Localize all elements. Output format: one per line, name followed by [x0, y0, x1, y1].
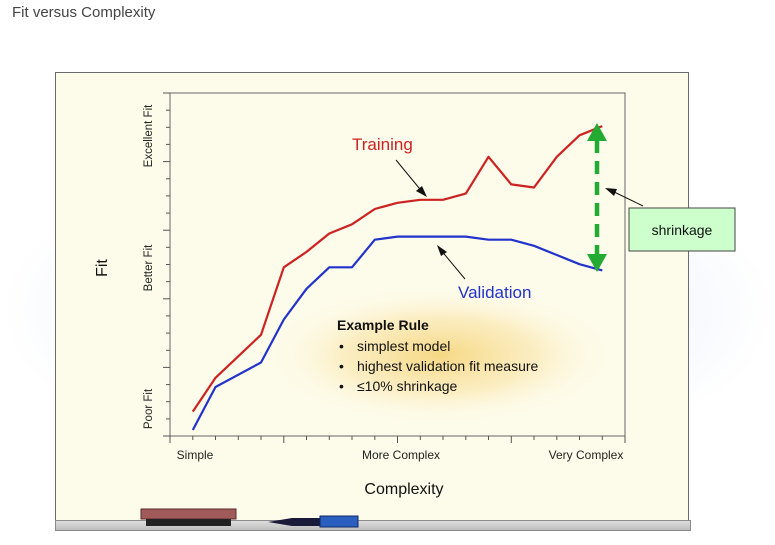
series-label-training: Training — [352, 135, 413, 154]
series-line-validation — [191, 235, 603, 431]
marker-cap — [319, 515, 359, 528]
training-pointer-arrowhead — [416, 186, 427, 197]
page-title: Fit versus Complexity — [12, 4, 156, 21]
example-rule-item: ≤10% shrinkage — [357, 378, 458, 394]
validation-pointer-line — [439, 248, 466, 280]
whiteboard-tray — [55, 520, 691, 531]
series-label-validation: Validation — [458, 283, 531, 302]
x-axis-title: Complexity — [364, 481, 443, 498]
shrinkage-arrowhead-bottom — [587, 254, 607, 272]
y-band-label-excellent: Excellent Fit — [143, 104, 155, 167]
example-rule-bullet: • — [339, 378, 344, 394]
shrinkage-callout-label: shrinkage — [652, 222, 713, 238]
shrinkage-pointer-line — [609, 189, 644, 207]
example-rule-bullet: • — [339, 338, 344, 354]
y-axis-title: Fit — [94, 259, 111, 277]
x-axis-ticks — [169, 436, 626, 443]
example-rule-glow — [268, 287, 612, 423]
y-axis-ticks — [163, 92, 170, 437]
shrinkage-pointer-arrowhead — [605, 188, 617, 196]
eraser-icon — [140, 508, 237, 520]
shrinkage-callout-box — [628, 207, 736, 252]
example-rule-item: highest validation fit measure — [357, 358, 539, 374]
y-band-label-better: Better Fit — [143, 244, 155, 291]
shrinkage-arrowhead-top — [587, 123, 607, 141]
example-rule-title: Example Rule — [337, 317, 429, 333]
validation-pointer-arrowhead — [437, 245, 447, 256]
x-tick-label-simple: Simple — [177, 448, 214, 462]
eraser-base — [146, 519, 231, 526]
y-band-label-poor: Poor Fit — [143, 388, 155, 429]
x-tick-label-more-complex: More Complex — [362, 448, 440, 462]
marker-icon — [268, 518, 322, 526]
x-tick-label-very-complex: Very Complex — [549, 448, 624, 462]
series-line-training — [191, 125, 603, 413]
example-rule-bullet: • — [339, 358, 344, 374]
example-rule-item: simplest model — [357, 338, 450, 354]
